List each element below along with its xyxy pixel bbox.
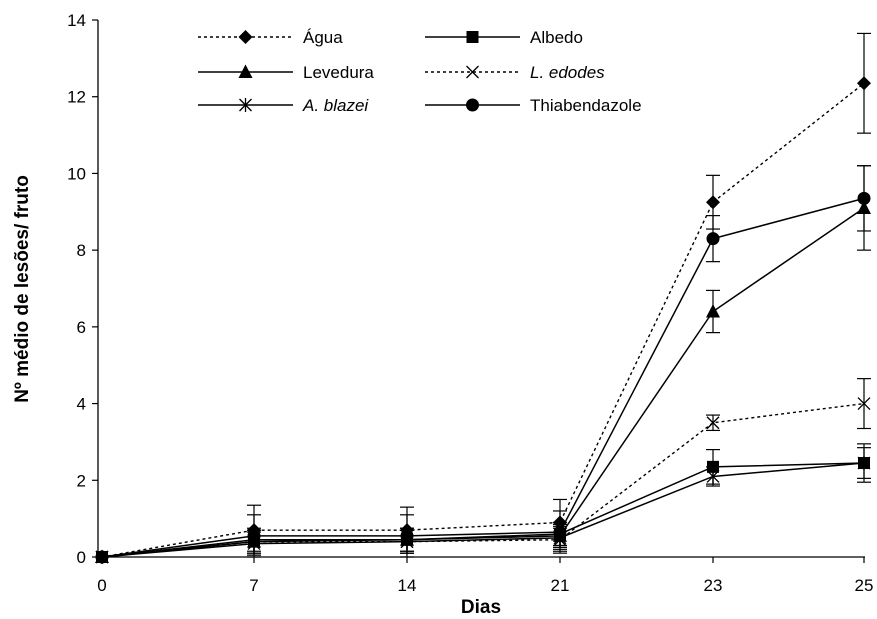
y-tick-label-14: 14 [67,11,86,30]
legend-label-albedo: Albedo [530,28,583,47]
x-tick-label-23: 23 [704,576,723,595]
marker-thiabendazole-14 [400,529,414,543]
marker-thiabendazole-21 [553,525,567,539]
series-line-l-edodes [101,402,865,558]
marker-albedo-23 [707,460,719,473]
y-tick-label-8: 8 [77,241,86,260]
marker-a-blazei-23 [706,469,720,484]
legend-entry-thiabendazole: Thiabendazole [425,96,642,115]
legend-marker-a-blazei [239,98,252,112]
legend-marker-gua [238,30,253,44]
marker-gua-21 [553,515,567,530]
series-line-levedura [101,207,865,558]
legend-label-levedura: Levedura [303,63,374,82]
legend-label-l-edodes: L. edodes [530,63,605,82]
legend-label-a-blazei: A. blazei [302,96,369,115]
legend-label-gua: Água [303,28,343,47]
x-tick-label-0: 0 [97,576,106,595]
axes [97,20,865,558]
marker-thiabendazole-25 [857,191,871,205]
legend-marker-l-edodes [466,65,479,79]
series-line-thiabendazole [101,197,865,558]
series-line-gua [101,82,865,558]
legend-marker-thiabendazole [466,98,479,112]
x-tick-label-25: 25 [855,576,874,595]
axis-ticks: 0 2 4 6 8 10 12 14 0 7 14 21 23 25 [67,11,873,595]
x-tick-label-7: 7 [249,576,258,595]
series-line-albedo [101,462,865,558]
series-lines [101,82,865,558]
marker-l-edodes-23 [706,416,720,430]
y-axis-title: Nº médio de lesões/ fruto [12,175,33,403]
y-tick-label-12: 12 [67,88,86,107]
x-axis-title: Dias [461,597,501,618]
x-tick-label-21: 21 [551,576,570,595]
legend: Água Albedo Levedura L. edodes A. blazei Thia… [198,28,642,115]
y-tick-label-0: 0 [77,548,86,567]
legend-entry-levedura: Levedura [198,63,374,82]
marker-levedura-25 [857,200,871,214]
legend-entry-albedo: Albedo [425,28,583,47]
y-tick-label-4: 4 [77,395,86,414]
y-tick-label-6: 6 [77,318,86,337]
legend-marker-albedo [466,31,479,43]
legend-entry-l-edodes: L. edodes [425,63,605,82]
marker-l-edodes-25 [857,397,871,411]
series-line-a-blazei [101,462,865,558]
x-tick-label-14: 14 [398,576,417,595]
series-markers [95,76,871,564]
legend-entry-a-blazei: A. blazei [198,96,369,115]
marker-a-blazei-25 [857,456,871,471]
y-tick-label-10: 10 [67,164,86,183]
legend-marker-levedura [238,64,253,78]
marker-thiabendazole-7 [247,529,261,543]
legend-label-thiabendazole: Thiabendazole [530,96,642,115]
marker-thiabendazole-23 [706,232,720,246]
marker-gua-23 [706,195,720,210]
marker-gua-25 [857,76,871,91]
legend-entry-gua: Água [198,28,343,47]
marker-levedura-23 [706,304,720,318]
y-tick-label-2: 2 [77,471,86,490]
